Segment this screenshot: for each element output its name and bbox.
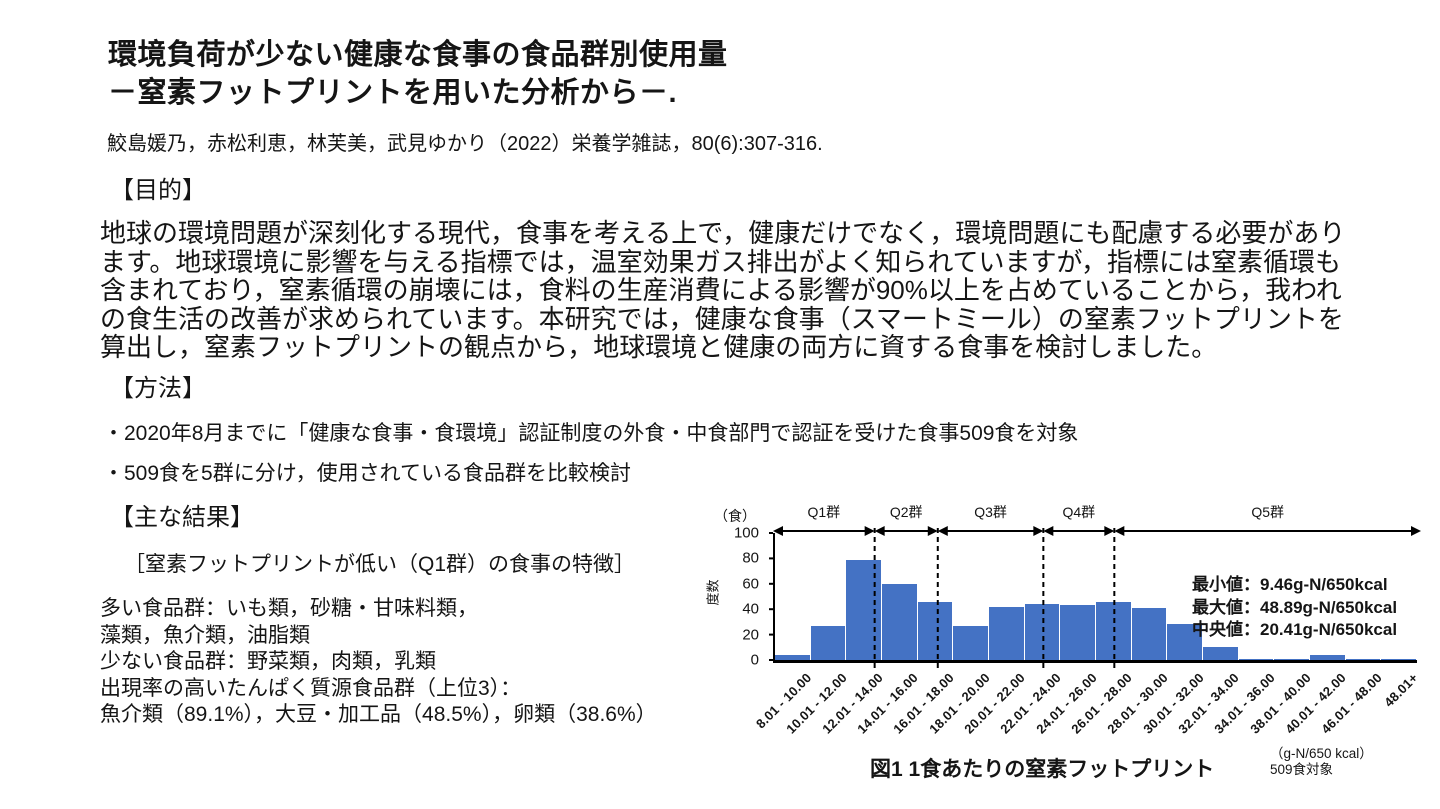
purpose-heading: 【目的】 — [110, 177, 206, 204]
method-heading: 【方法】 — [110, 375, 206, 402]
arrowhead-icon — [1411, 526, 1421, 536]
method-bullet-1: ・2020年8月までに「健康な食事・食環境」認証制度の外食・中食部門で認証を受け… — [103, 422, 1079, 445]
slide-title-line1: 環境負荷が少ない健康な食事の食品群別使用量 — [108, 39, 728, 71]
x-axis-tick-label: 48.01+ — [1380, 670, 1421, 710]
results-line: 多い食品群：いも類，砂糖・甘味料類， — [100, 597, 478, 620]
histogram-bar — [1310, 654, 1346, 660]
quintile-group-label: Q5群 — [1251, 504, 1284, 520]
y-axis-tick-label: 80 — [742, 549, 759, 567]
results-detail-text: 多い食品群：いも類，砂糖・甘味料類， 藻類，魚介類，油脂類 少ない食品群：野菜類… — [100, 596, 657, 729]
quintile-group-label: Q3群 — [974, 504, 1007, 520]
results-heading: 【主な結果】 — [110, 504, 254, 531]
authors-citation: 鮫島媛乃，赤松利恵，林芙美，武見ゆかり（2022）栄養学雑誌，80(6):307… — [107, 133, 823, 155]
histogram-bar — [1274, 658, 1311, 660]
y-axis-tick-label: 40 — [742, 600, 759, 618]
arrowhead-icon — [937, 526, 948, 536]
stats-annotation: 最小値：9.46g-N/650kcal 最大値：48.89g-N/650kcal… — [1192, 574, 1397, 642]
arrowhead-icon — [864, 526, 875, 536]
y-axis-ticks: 0 20 40 60 80 100 — [734, 526, 766, 668]
histogram-bar — [1060, 605, 1097, 660]
footnote-sample: 509食対象 — [1270, 762, 1334, 777]
histogram-bar — [1167, 624, 1204, 660]
y-axis-title: 度数 — [705, 579, 721, 606]
histogram-bar — [1203, 647, 1239, 660]
plot-area — [773, 533, 1418, 663]
slide-title-line2: －窒素フットプリントを用いた分析から－. — [108, 77, 678, 109]
stat-max: 最大値：48.89g-N/650kcal — [1192, 597, 1398, 617]
histogram-bar — [917, 601, 954, 660]
arrowhead-icon — [773, 526, 783, 536]
purpose-body-text: 地球の環境問題が深刻化する現代，食事を考える上で，健康だけでなく，環境問題にも配… — [100, 218, 1346, 362]
results-line: 魚介類（89.1%），大豆・加工品（48.5%），卵類（38.6%） — [100, 703, 657, 726]
results-line: 出現率の高いたんぱく質源食品群（上位3）： — [100, 676, 522, 700]
slide-title: 環境負荷が少ない健康な食事の食品群別使用量 －窒素フットプリントを用いた分析から… — [108, 36, 728, 112]
histogram-bar — [775, 654, 811, 660]
histogram-bar — [1238, 658, 1275, 660]
quintile-group-label: Q1群 — [807, 504, 841, 520]
histogram-bar — [1381, 658, 1418, 660]
footnote-unit: （g-N/650 kcal） — [1270, 746, 1373, 761]
quintile-group-label: Q2群 — [889, 504, 923, 520]
arrowhead-icon — [927, 526, 938, 536]
histogram-bar — [810, 625, 847, 660]
histogram-bar — [846, 559, 883, 660]
y-axis-tick-label: 100 — [733, 524, 759, 542]
figure-caption: 図1 1食あたりの窒素フットプリント — [870, 758, 1215, 781]
results-line: 少ない食品群：野菜類，肉類，乳類 — [100, 650, 436, 673]
figure-1-histogram: （食） 度数 0 20 40 60 80 100 Q1群 Q2群 Q3群 Q4群 Q5群 8.01… — [700, 500, 1440, 809]
histogram-bar — [882, 583, 918, 660]
y-axis-unit-label: （食） — [714, 508, 756, 524]
histogram-bar — [1131, 607, 1168, 660]
results-subheading: ［窒素フットプリントが低い（Q1群）の食事の特徴］ — [124, 553, 636, 576]
histogram-bar — [953, 625, 990, 660]
stat-min: 最小値：9.46g-N/650kcal — [1192, 575, 1388, 594]
arrowhead-icon — [1104, 526, 1115, 536]
y-axis-tick-label: 60 — [742, 575, 759, 593]
quintile-arrows-overlay — [769, 526, 1421, 672]
quintile-group-label: Q4群 — [1062, 504, 1096, 520]
y-axis-tick-label: 20 — [742, 626, 759, 644]
results-line: 藻類，魚介類，油脂類 — [100, 623, 310, 647]
arrowhead-icon — [1033, 526, 1044, 536]
arrowhead-icon — [1114, 526, 1125, 536]
histogram-bar — [1345, 658, 1382, 660]
figure-footnote: （g-N/650 kcal） 509食対象 — [1270, 746, 1373, 778]
method-bullet-2: ・509食を5群に分け，使用されている食品群を比較検討 — [103, 462, 632, 485]
stat-median: 中央値：20.41g-N/650kcal — [1192, 620, 1398, 639]
histogram-bar — [989, 606, 1025, 660]
arrowhead-icon — [1043, 526, 1054, 536]
arrowhead-icon — [874, 526, 885, 536]
y-axis-tick-label: 0 — [750, 651, 759, 669]
